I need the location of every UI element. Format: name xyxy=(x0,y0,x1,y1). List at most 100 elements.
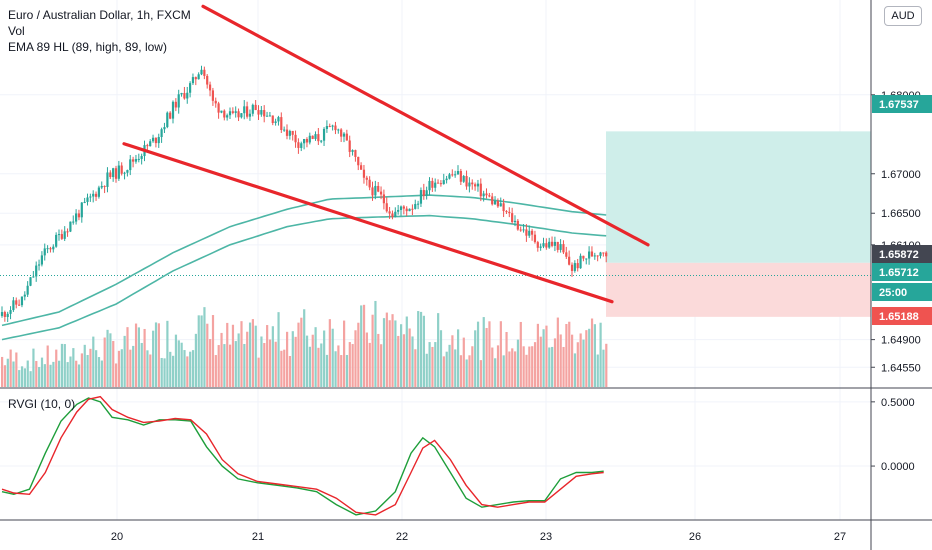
volume-bar xyxy=(542,329,545,387)
volume-bar xyxy=(533,342,537,387)
candle-body xyxy=(274,121,277,123)
volume-bar xyxy=(345,354,349,387)
volume-bar xyxy=(157,323,160,387)
candle-body xyxy=(75,213,78,222)
candle-body xyxy=(146,145,149,147)
candle-body xyxy=(519,229,522,231)
candle-body xyxy=(414,203,417,209)
volume-bar xyxy=(602,349,605,387)
position-zones[interactable] xyxy=(0,131,871,317)
candle-body xyxy=(69,221,72,232)
candle-body xyxy=(322,128,326,141)
volume-bar xyxy=(422,315,425,387)
volume-bar xyxy=(371,314,374,387)
y-tick-label: 1.67000 xyxy=(881,169,921,181)
candle-body xyxy=(251,104,254,114)
candle-body xyxy=(337,129,340,131)
volume-bar xyxy=(548,347,551,387)
candle-body xyxy=(485,193,488,196)
volume-bar xyxy=(251,319,254,387)
candle-body xyxy=(280,117,283,130)
volume-bar xyxy=(117,350,121,387)
candle-body xyxy=(55,234,58,247)
symbol-title[interactable]: Euro / Australian Dollar, 1h, FXCM xyxy=(8,8,191,22)
candle-body xyxy=(114,168,118,179)
volume-bar xyxy=(323,330,326,387)
volume-bar xyxy=(149,354,152,387)
candle-body xyxy=(340,129,343,137)
candle-body xyxy=(311,135,314,139)
candle-body xyxy=(516,220,519,230)
candle-body xyxy=(163,127,166,130)
candle-body xyxy=(0,312,4,316)
volume-legend[interactable]: Vol xyxy=(8,24,25,38)
volume-bar xyxy=(457,329,460,387)
volume-bar xyxy=(231,324,235,387)
volume-bar xyxy=(95,350,98,387)
currency-button[interactable]: AUD xyxy=(884,6,922,26)
stop-price-label-text: 1.65188 xyxy=(879,311,919,323)
volume-bar xyxy=(439,330,443,387)
volume-bar xyxy=(55,349,58,387)
volume-bar xyxy=(115,363,118,387)
volume-bar xyxy=(266,325,269,387)
candle-body xyxy=(294,134,297,143)
candle-body xyxy=(3,312,6,317)
volume-bar xyxy=(209,339,212,387)
candle-body xyxy=(496,200,499,207)
candle-body xyxy=(334,125,337,131)
volume-bar xyxy=(519,321,522,387)
volume-bar xyxy=(75,360,78,387)
candle-body xyxy=(109,172,112,178)
volume-bar xyxy=(257,357,260,387)
volume-bar xyxy=(214,355,217,387)
candle-body xyxy=(243,106,246,114)
volume-bar xyxy=(23,368,26,387)
chart-legend: Euro / Australian Dollar, 1h, FXCM Vol E… xyxy=(8,7,191,55)
volume-bar xyxy=(63,344,66,387)
volume-bar xyxy=(217,345,220,387)
volume-bar xyxy=(596,354,599,387)
candle-body xyxy=(157,137,160,144)
candle-body xyxy=(405,208,408,212)
candle-body xyxy=(254,104,257,111)
volume-bar xyxy=(274,341,277,387)
candle-body xyxy=(89,196,92,198)
volume-bar xyxy=(380,344,383,387)
candle-body xyxy=(257,110,260,115)
volume-bar xyxy=(32,348,35,387)
volume-bar xyxy=(72,348,75,387)
volume-bar xyxy=(92,336,95,387)
candle-body xyxy=(499,203,502,207)
trendlines[interactable] xyxy=(122,4,650,304)
volume-bar xyxy=(280,350,283,387)
volume-bar xyxy=(9,349,12,387)
x-tick-label: 27 xyxy=(834,531,846,543)
candle-body xyxy=(49,248,52,250)
candle-body xyxy=(97,187,100,197)
candle-body xyxy=(18,304,21,306)
candle-body xyxy=(32,276,35,278)
volume-bar xyxy=(479,360,482,387)
ema-legend[interactable]: EMA 89 HL (89, high, 89, low) xyxy=(8,40,167,54)
rvgi-legend[interactable]: RVGI (10, 0) xyxy=(8,397,76,411)
candle-body xyxy=(180,93,183,95)
candle-body xyxy=(214,100,217,104)
volume-bar xyxy=(97,357,101,387)
volume-bar xyxy=(18,370,21,387)
volume-bar xyxy=(234,341,237,387)
volume-bar xyxy=(343,320,346,387)
candle-body xyxy=(60,234,63,239)
volume-bar xyxy=(559,334,562,387)
ema-bands xyxy=(1,194,607,341)
candle-body xyxy=(588,251,591,259)
volume-bar xyxy=(351,344,354,387)
candle-body xyxy=(217,103,220,113)
candle-body xyxy=(548,241,551,248)
volume-bar xyxy=(52,361,55,387)
volume-bar xyxy=(434,342,437,387)
candle-body xyxy=(169,112,172,119)
candle-body xyxy=(228,111,232,116)
volume-bar xyxy=(46,345,49,387)
